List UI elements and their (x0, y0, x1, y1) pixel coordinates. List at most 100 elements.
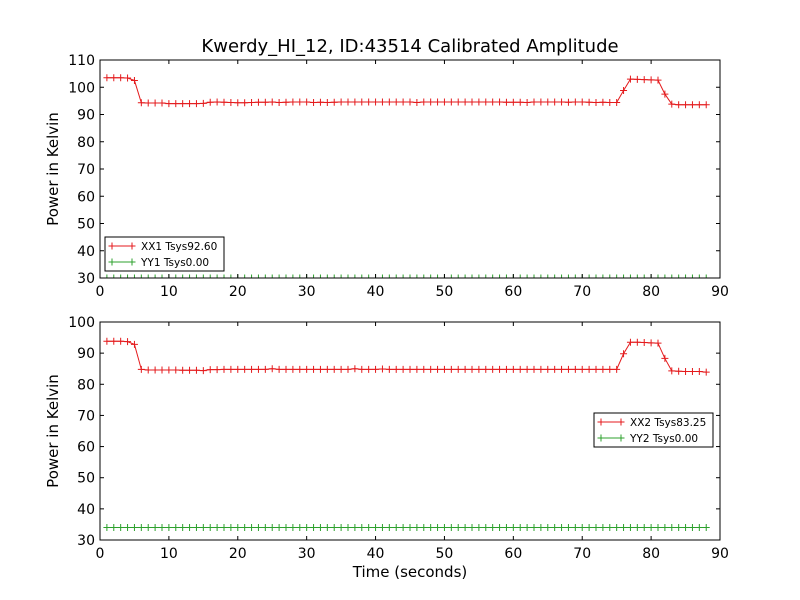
plot-panel-2: 0 10 20 30 40 50 60 70 80 90 30 40 50 60 70 80 90 100 Powe… (44, 315, 729, 581)
data-point-marker (323, 274, 331, 278)
x-tick-label: 0 (96, 546, 105, 562)
data-point-marker (661, 354, 669, 362)
data-point-marker (358, 365, 366, 373)
data-point-marker (558, 365, 566, 373)
data-point-marker (130, 524, 138, 532)
data-point-marker (413, 274, 421, 278)
data-point-marker (668, 367, 676, 375)
data-point-marker (688, 274, 696, 278)
data-point-marker (406, 365, 414, 373)
x-tick-label: 60 (504, 546, 522, 562)
data-point-marker (440, 98, 448, 106)
series-1 (103, 337, 710, 376)
data-point-marker (330, 524, 338, 532)
data-point-marker (110, 74, 118, 82)
data-point-marker (199, 274, 207, 278)
y-tick-label: 60 (77, 189, 95, 205)
plot-panel-1: 0 10 20 30 40 50 60 70 80 90 30 40 50 60 70 80 90 100 110 P… (44, 53, 729, 300)
data-point-marker (103, 524, 111, 532)
data-point-marker (303, 524, 311, 532)
data-point-marker (502, 524, 510, 532)
data-point-marker (606, 99, 614, 107)
data-point-marker (571, 524, 579, 532)
data-point-marker (661, 90, 669, 98)
data-point-marker (234, 524, 242, 532)
legend-marker (108, 242, 116, 250)
data-point-marker (571, 274, 579, 278)
data-point-marker (489, 98, 497, 106)
y-tick-label: 60 (77, 440, 95, 456)
data-point-marker (206, 98, 214, 106)
data-point-marker (192, 274, 200, 278)
data-point-marker (351, 274, 359, 278)
data-point-marker (227, 274, 235, 278)
data-point-marker (434, 365, 442, 373)
data-point-marker (337, 524, 345, 532)
data-point-marker (241, 274, 249, 278)
data-point-marker (378, 524, 386, 532)
data-point-marker (675, 101, 683, 109)
data-point-marker (420, 365, 428, 373)
legend-label: YY1 Tsys0.00 (140, 257, 209, 269)
data-point-marker (337, 365, 345, 373)
data-point-marker (633, 338, 641, 346)
data-point-marker (516, 524, 524, 532)
data-point-marker (613, 274, 621, 278)
data-point-marker (192, 366, 200, 374)
data-point-marker (585, 98, 593, 106)
data-point-marker (220, 98, 228, 106)
data-point-marker (675, 367, 683, 375)
data-point-marker (365, 365, 373, 373)
legend-marker (128, 258, 136, 266)
data-point-marker (406, 98, 414, 106)
data-point-marker (640, 339, 648, 347)
data-point-marker (151, 366, 159, 374)
y-tick-label: 70 (77, 162, 95, 178)
y-tick-label: 100 (68, 80, 95, 96)
data-point-marker (544, 98, 552, 106)
data-point-marker (344, 98, 352, 106)
data-point-marker (392, 274, 400, 278)
x-tick-label: 80 (642, 284, 660, 300)
x-tick-label: 50 (436, 284, 454, 300)
data-point-marker (330, 98, 338, 106)
legend-marker (108, 258, 116, 266)
data-point-marker (282, 524, 290, 532)
data-point-marker (668, 274, 676, 278)
data-point-marker (461, 274, 469, 278)
data-point-marker (688, 524, 696, 532)
data-point-marker (103, 74, 111, 82)
data-point-marker (289, 274, 297, 278)
data-point-marker (385, 98, 393, 106)
data-point-marker (158, 99, 166, 107)
data-point-marker (241, 99, 249, 107)
data-point-marker (124, 338, 132, 346)
data-point-marker (461, 98, 469, 106)
data-point-marker (296, 524, 304, 532)
x-tick-label: 80 (642, 546, 660, 562)
data-point-marker (413, 365, 421, 373)
data-point-marker (420, 274, 428, 278)
data-point-marker (241, 365, 249, 373)
data-point-marker (158, 366, 166, 374)
data-point-marker (633, 274, 641, 278)
data-point-marker (585, 365, 593, 373)
data-point-marker (337, 98, 345, 106)
data-point-marker (130, 340, 138, 348)
data-point-marker (654, 339, 662, 347)
data-point-marker (420, 524, 428, 532)
data-point-marker (213, 524, 221, 532)
data-point-marker (372, 98, 380, 106)
data-point-marker (592, 365, 600, 373)
data-point-marker (606, 524, 614, 532)
data-point-marker (537, 524, 545, 532)
data-point-marker (620, 274, 628, 278)
data-point-marker (344, 274, 352, 278)
data-point-marker (385, 365, 393, 373)
data-point-marker (399, 98, 407, 106)
data-point-marker (544, 274, 552, 278)
y-tick-label: 30 (77, 533, 95, 549)
data-point-marker (661, 524, 669, 532)
data-point-marker (144, 524, 152, 532)
data-point-marker (248, 524, 256, 532)
